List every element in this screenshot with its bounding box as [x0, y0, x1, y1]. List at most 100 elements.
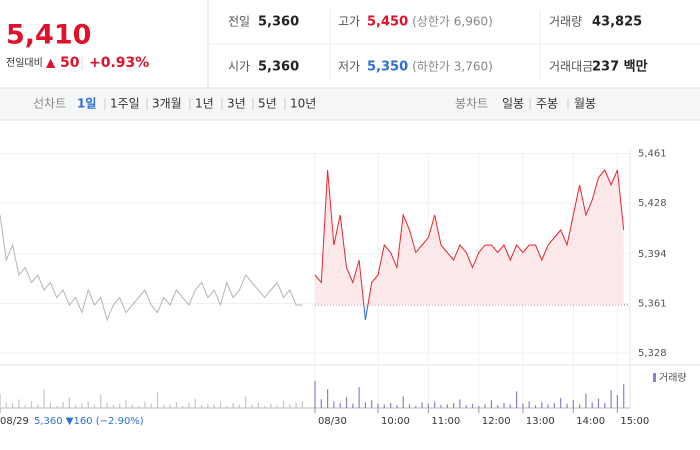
- volume-bar: [30, 401, 33, 408]
- volume-bar: [125, 400, 127, 408]
- volume-bar: [144, 401, 146, 408]
- volume-bar: [484, 404, 486, 408]
- volume-bar: [553, 402, 555, 408]
- tab[interactable]: 5년: [258, 97, 277, 111]
- volume-bar: [150, 403, 152, 408]
- volume-bar: [207, 403, 209, 408]
- volume-bar: [516, 391, 518, 408]
- volume-bar: [497, 405, 499, 408]
- volume-bar: [453, 402, 455, 408]
- price-line: [314, 169, 625, 321]
- volume-bar: [119, 403, 121, 408]
- y-tick-label: 5,328: [638, 348, 667, 359]
- x-tick-label: 13:00: [526, 416, 555, 427]
- volume-bar: [37, 404, 39, 408]
- stat-label: 전일: [228, 15, 250, 29]
- stat-value: 5,350: [367, 60, 408, 75]
- price: 5,410: [6, 20, 91, 51]
- tab[interactable]: 월봉: [574, 97, 596, 111]
- volume-bar: [339, 402, 341, 408]
- volume-bar: [169, 404, 171, 408]
- volume-bar: [465, 405, 467, 408]
- volume-bar: [219, 401, 222, 408]
- area: [315, 170, 624, 320]
- volume-bar: [251, 404, 253, 408]
- volume-bar: [434, 401, 436, 408]
- volume-bar: [333, 401, 335, 408]
- volume-bar: [295, 402, 297, 408]
- y-tick-label: 5,361: [638, 299, 667, 310]
- volume-bar: [358, 387, 360, 408]
- volume-bar: [427, 403, 429, 408]
- volume-bar: [327, 389, 329, 408]
- tab[interactable]: 10년: [290, 97, 316, 111]
- volume-bar: [188, 402, 190, 408]
- volume-bar: [226, 405, 228, 408]
- volume-bar: [616, 395, 618, 408]
- stat-value: 5,360: [258, 15, 299, 30]
- tab[interactable]: 1일: [77, 97, 96, 111]
- volume-bar: [87, 401, 89, 408]
- volume-bar: [213, 404, 215, 408]
- tab[interactable]: 주봉: [536, 97, 558, 111]
- volume-bar: [541, 402, 543, 408]
- y-tick-label: 5,461: [638, 149, 667, 160]
- volume-bar: [62, 402, 64, 408]
- tab-group-label: 봉차트: [455, 97, 488, 111]
- volume-bar: [604, 402, 606, 408]
- volume-bar: [314, 380, 316, 408]
- volume-bar: [390, 402, 392, 408]
- volume-bar: [522, 403, 524, 408]
- stat-value: 5,450: [367, 15, 408, 30]
- volume-bar: [396, 405, 398, 408]
- legend-label: 거래량: [659, 372, 687, 384]
- volume-bar: [446, 404, 448, 408]
- volume-bar: [345, 397, 348, 408]
- volume-bar: [257, 402, 259, 408]
- volume-bar: [68, 397, 70, 408]
- tab[interactable]: 3년: [227, 97, 246, 111]
- volume-bar: [264, 405, 266, 408]
- volume-bar: [106, 402, 108, 408]
- volume-bar: [100, 395, 102, 408]
- prev-day-note: 5,360 ▼160 (−2.90%): [34, 416, 144, 427]
- volume-bar: [138, 405, 140, 408]
- volume-bar: [421, 402, 423, 408]
- volume-bar: [503, 402, 505, 408]
- volume-bar: [352, 403, 354, 408]
- volume-bar: [12, 403, 14, 408]
- price-line: [0, 214, 303, 322]
- change-rate: +0.93%: [89, 55, 149, 71]
- tab[interactable]: 일봉: [502, 97, 524, 111]
- x-tick-label: 08/30: [318, 416, 347, 427]
- volume-bar: [408, 404, 411, 408]
- volume-bar: [245, 396, 247, 408]
- volume-bar: [377, 403, 379, 408]
- volume-bar: [112, 405, 114, 408]
- tab[interactable]: 1년: [195, 97, 214, 111]
- volume-bar: [579, 404, 581, 408]
- change-label: 전일대비: [6, 57, 43, 69]
- volume-bar: [591, 402, 593, 408]
- volume-bar: [509, 404, 511, 408]
- volume-bar: [0, 393, 1, 408]
- volume-bar: [238, 405, 240, 408]
- tab[interactable]: 3개월: [152, 97, 182, 111]
- volume-bar: [471, 403, 474, 408]
- volume-bar: [383, 404, 385, 408]
- volume-bar: [320, 399, 322, 408]
- volume-bar: [560, 397, 562, 408]
- change-arrow: ▲: [46, 56, 56, 70]
- legend-swatch: [653, 373, 656, 382]
- x-tick-label: 12:00: [482, 416, 511, 427]
- y-tick-label: 5,428: [638, 198, 667, 209]
- stat-value: 237 백만: [592, 59, 648, 75]
- volume-bar: [276, 405, 278, 408]
- volume-bar: [534, 405, 537, 408]
- x-tick-label: 15:00: [620, 416, 649, 427]
- tab[interactable]: 1주일: [110, 97, 140, 111]
- volume-bar: [175, 402, 177, 408]
- volume-bar: [81, 403, 83, 408]
- volume-bar: [459, 399, 461, 408]
- volume-bar: [528, 401, 530, 408]
